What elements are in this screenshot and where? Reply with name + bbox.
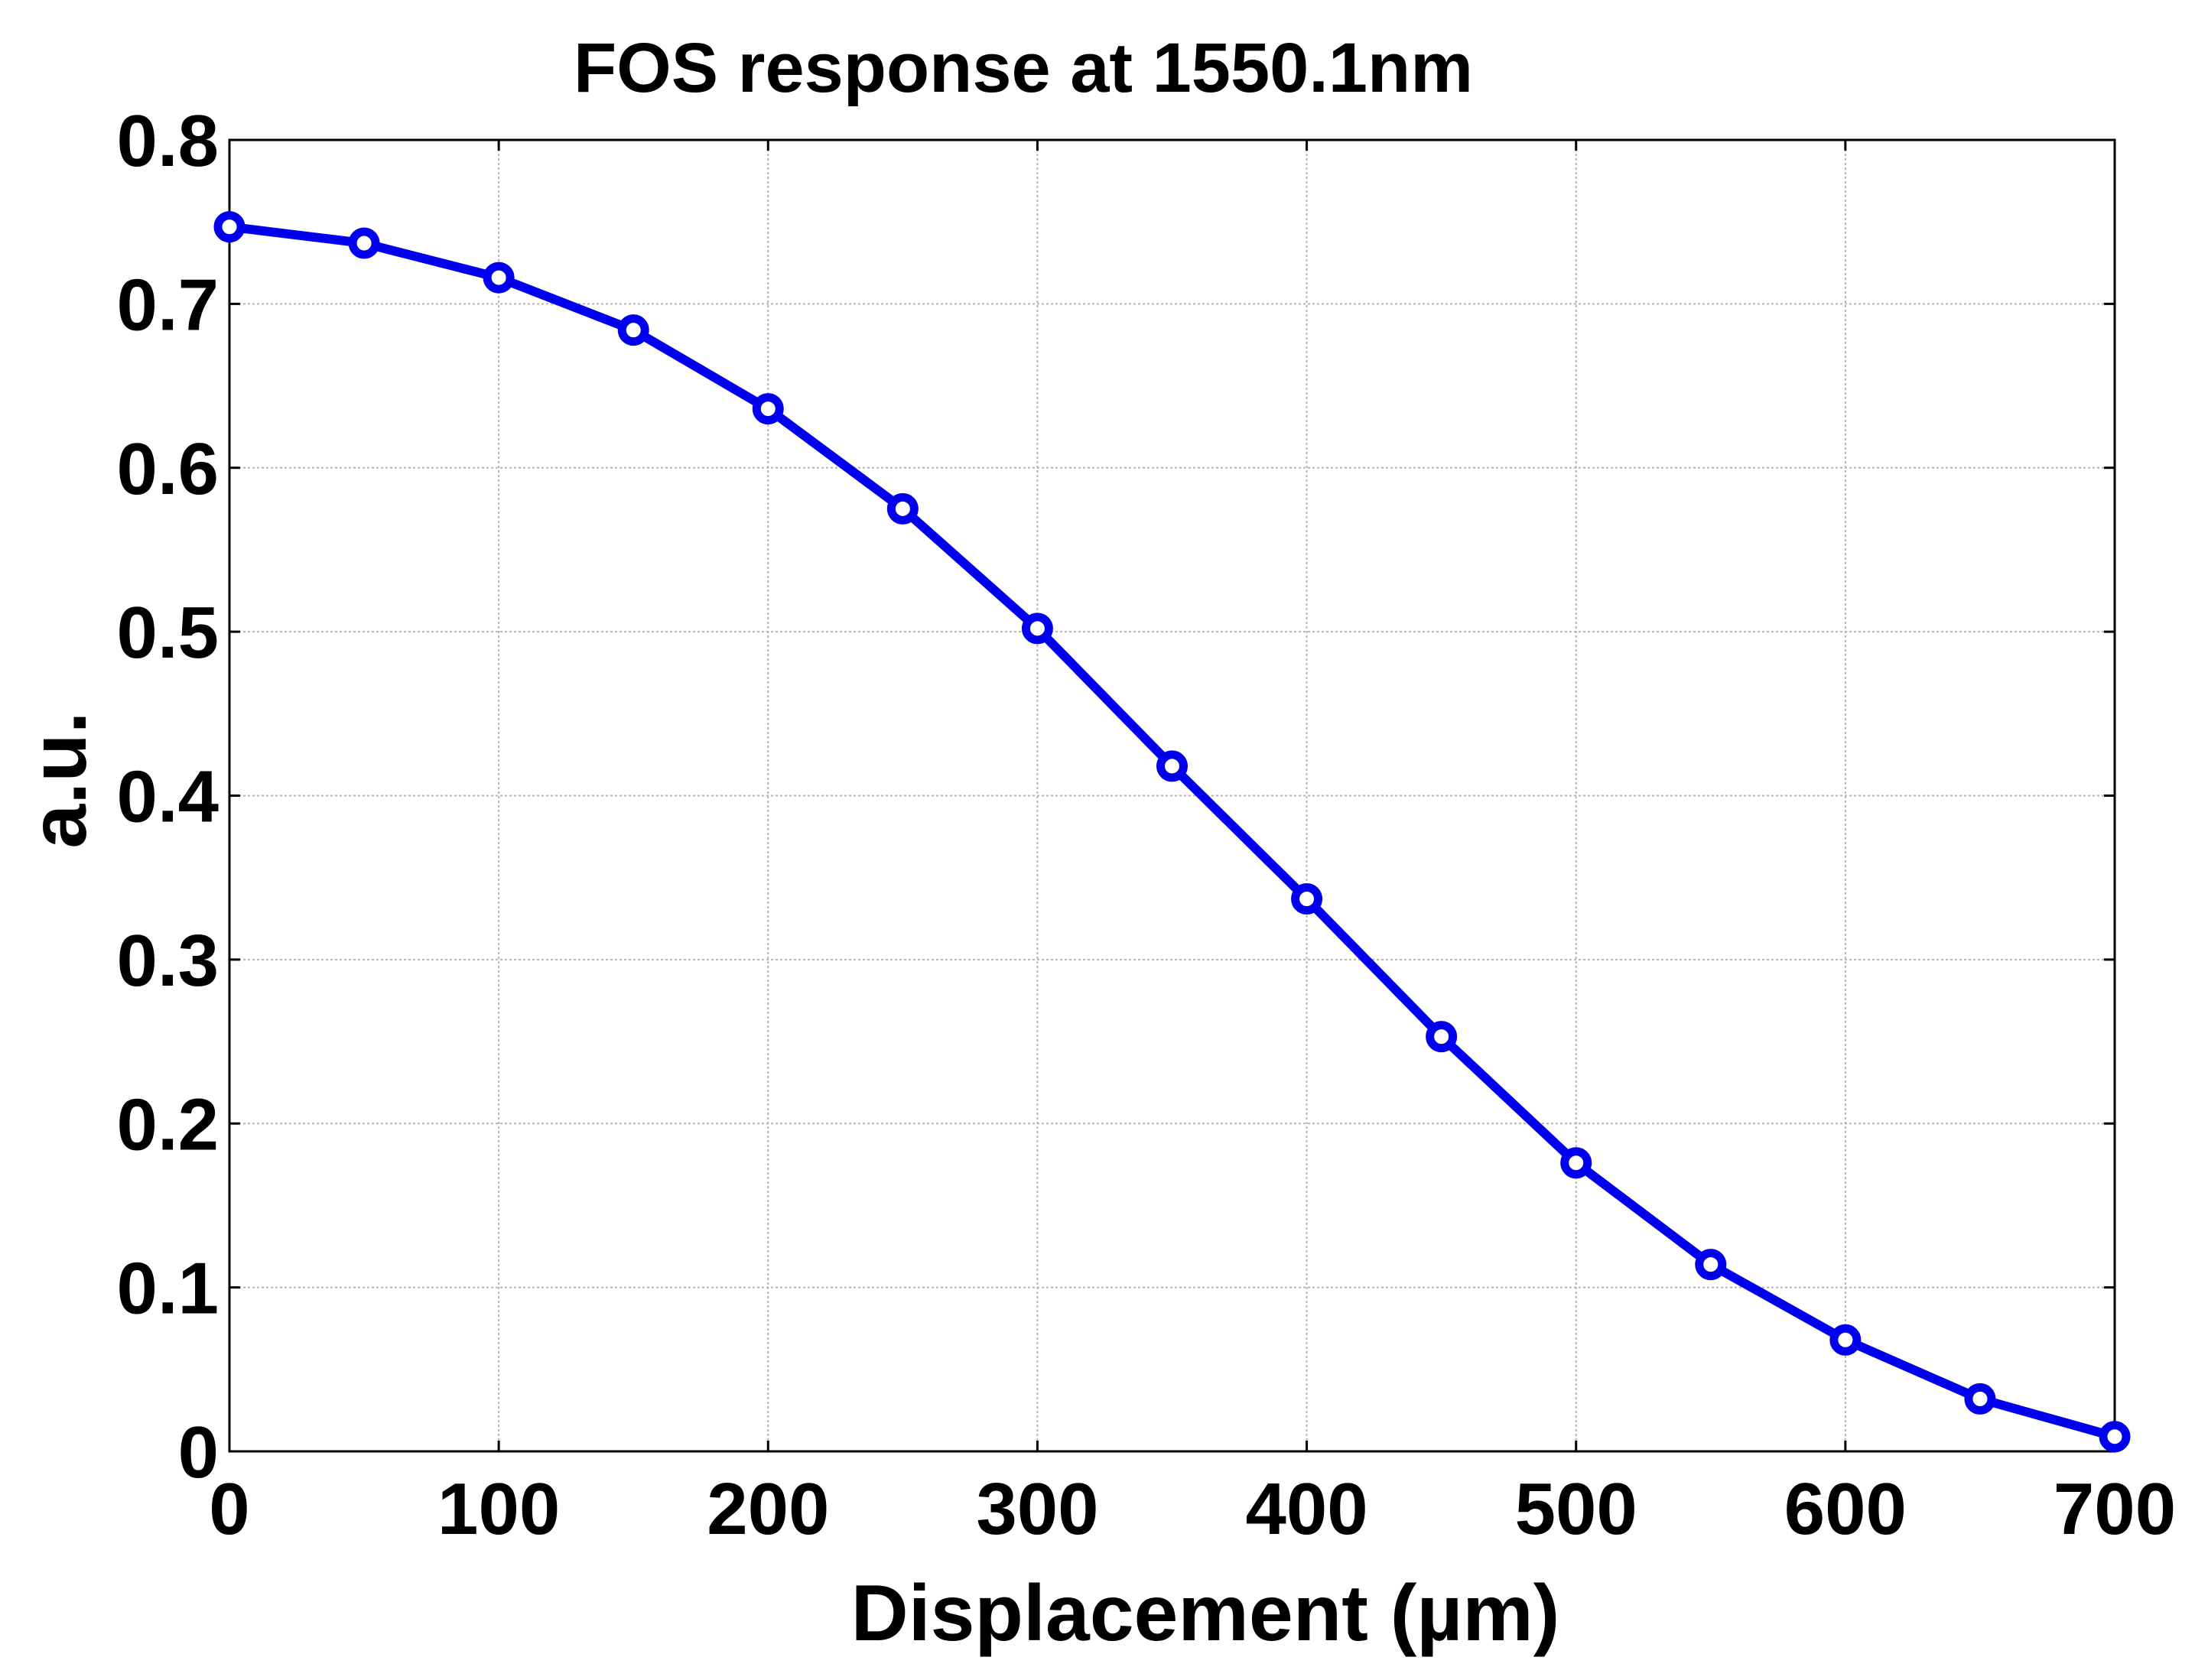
data-point [2099,1421,2131,1453]
data-series [213,211,2131,1453]
y-tick-labels: 0 0.1 0.2 0.3 0.4 0.5 0.6 0.7 0.8 [117,100,219,1493]
y-tick-label: 0.4 [117,756,219,838]
y-tick-label: 0.1 [117,1248,219,1330]
x-tick-label: 700 [2054,1468,2176,1550]
data-point [1560,1147,1592,1179]
y-tick-label: 0.8 [117,100,219,182]
y-tick-label: 0.2 [117,1084,219,1165]
data-point [617,314,649,346]
x-tick-label: 500 [1515,1468,1637,1550]
x-tick-label: 100 [437,1468,560,1550]
data-point [213,211,246,243]
y-tick-label: 0 [178,1412,219,1493]
data-point [483,262,515,294]
data-point [752,393,784,425]
chart-title: FOS response at 1550.1nm [574,29,1473,107]
x-tick-label: 200 [707,1468,829,1550]
x-axis-label: Displacement (µm) [851,1569,1560,1658]
data-point [1426,1021,1458,1053]
data-point [1964,1383,1996,1415]
data-point [1829,1324,1862,1356]
y-tick-label: 0.3 [117,920,219,1002]
y-tick-label: 0.7 [117,264,219,346]
data-point [1695,1249,1727,1281]
data-point [348,227,380,259]
y-tick-label: 0.6 [117,428,219,510]
x-tick-label: 300 [976,1468,1098,1550]
x-tick-label: 0 [209,1468,249,1550]
y-axis-label: a.u. [15,711,103,848]
y-tick-label: 0.5 [117,592,219,674]
grid-lines [229,140,2115,1451]
x-tick-labels: 0 100 200 300 400 500 600 700 [209,1468,2176,1550]
data-point [1156,750,1188,782]
data-point [886,492,919,525]
x-tick-label: 600 [1784,1468,1907,1550]
data-point [1021,613,1053,645]
data-point [1291,883,1323,915]
x-tick-label: 400 [1245,1468,1367,1550]
